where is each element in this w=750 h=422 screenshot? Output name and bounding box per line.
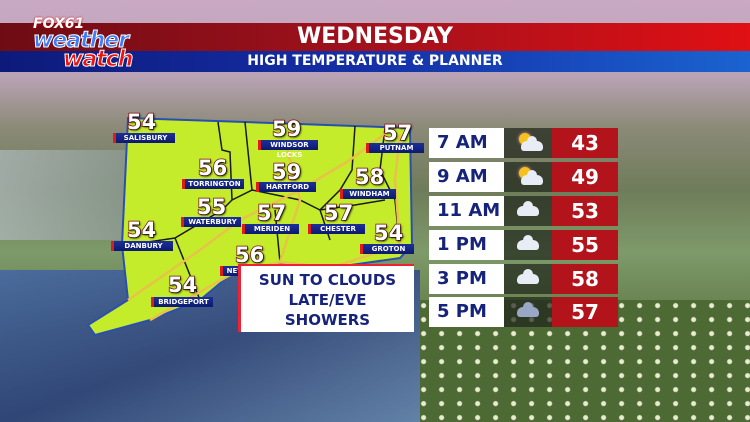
city-temp: 57 [323,200,354,226]
city-temp: 57 [256,200,287,226]
planner-row: 9 AM 49 [429,162,618,192]
page-title: WEDNESDAY [297,24,453,49]
station-logo: FOX61 weather watch [32,16,133,73]
city-temp: 54 [126,109,157,135]
planner-time: 3 PM [429,264,504,294]
city-temp: 59 [271,116,302,142]
planner-temp: 53 [552,196,618,226]
city-label: GROTON [360,244,414,254]
city-temp: 56 [197,155,228,181]
city-temp: 56 [234,242,265,268]
planner-temp: 55 [552,230,618,260]
header-blue-bar [0,51,750,72]
city-temp: 54 [167,272,198,298]
city-label: BRIDGEPORT [151,297,213,307]
cloudy-icon [504,196,552,226]
planner-row: 11 AM 53 [429,196,618,226]
city-label: MERIDEN [242,224,299,234]
planner-row: 7 AM 43 [429,128,618,158]
forecast-callout: SUN TO CLOUDS LATE/EVE SHOWERS [238,264,414,332]
callout-line: SUN TO CLOUDS [258,271,397,289]
planner-temp: 43 [552,128,618,158]
planner-row: 1 PM 55 [429,230,618,260]
logo-weather: weather [32,27,129,53]
callout-line: LATE/EVE [288,291,367,309]
planner-time: 1 PM [429,230,504,260]
planner-row: 5 PM 57 [429,297,618,327]
city-temp: 59 [271,159,302,185]
city-label: PUTNAM [366,143,424,153]
city-temp: 54 [373,220,404,246]
city-label: DANBURY [111,241,173,251]
header-red-bar [0,23,750,51]
logo-fox: FOX61 [33,16,85,32]
page-subtitle: HIGH TEMPERATURE & PLANNER [247,53,503,69]
city-temp: 57 [382,120,413,146]
highways [127,129,402,322]
planner-row: 3 PM 58 [429,264,618,294]
planner-temp: 58 [552,264,618,294]
cloudy-icon [504,264,552,294]
city-label: WINDSOR LOCKS [258,140,318,159]
planner-temp: 49 [552,162,618,192]
logo-watch: watch [62,47,133,73]
planner-time: 5 PM [429,297,504,327]
city-temp: 55 [196,194,227,220]
showers-icon [504,297,552,327]
city-label: TORRINGTON [182,179,244,189]
planner-time: 11 AM [429,196,504,226]
background-fog [0,150,130,240]
planner-temp: 57 [552,297,618,327]
planner-time: 7 AM [429,128,504,158]
planner-time: 9 AM [429,162,504,192]
city-label: CHESTER [308,224,365,234]
city-temp: 58 [354,164,385,190]
city-label: WATERBURY [181,217,241,227]
city-label: WINDHAM [340,189,396,199]
partly-cloudy-icon [504,128,552,158]
city-label: SALISBURY [113,133,175,143]
city-label: HARTFORD [256,182,316,192]
partly-cloudy-icon [504,162,552,192]
cloudy-icon [504,230,552,260]
city-temp: 54 [126,217,157,243]
callout-line: SHOWERS [284,311,371,329]
